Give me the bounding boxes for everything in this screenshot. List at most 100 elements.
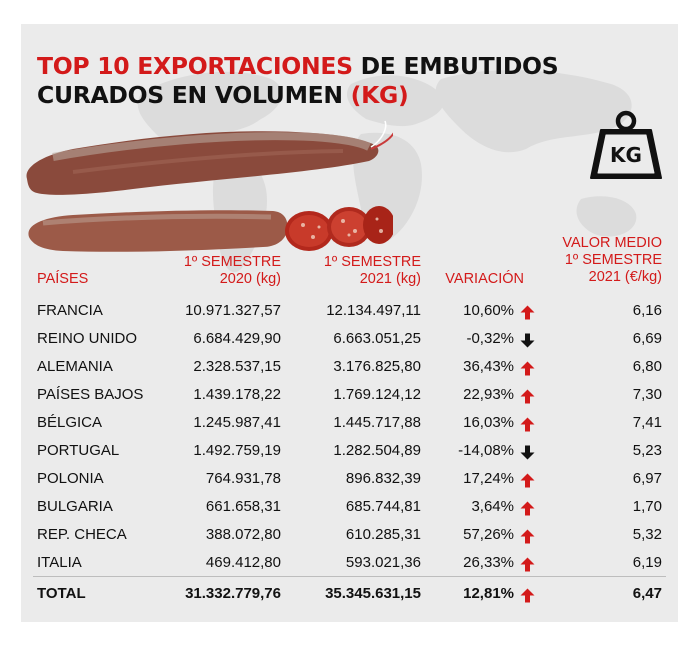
header-2021-line1: 1º SEMESTRE	[323, 254, 421, 270]
table-row: POLONIA 764.931,78 896.832,39 17,24% 6,9…	[21, 466, 678, 494]
value-2021: 1.445.717,88	[333, 414, 421, 431]
arrow-down-icon	[520, 445, 535, 460]
average-value: 6,80	[632, 358, 662, 375]
average-value: 6,69	[632, 330, 662, 347]
header-average-line1: VALOR MEDIO	[562, 235, 662, 251]
title-highlight: TOP 10 EXPORTACIONES	[37, 52, 353, 80]
table-row: ALEMANIA 2.328.537,15 3.176.825,80 36,43…	[21, 354, 678, 382]
average-value: 6,16	[632, 302, 662, 319]
country-name: REP. CHECA	[37, 526, 127, 543]
value-2021: 6.663.051,25	[333, 330, 421, 347]
average-value: 1,70	[632, 498, 662, 515]
average-value: 7,41	[632, 414, 662, 431]
table-row: PORTUGAL 1.492.759,19 1.282.504,89 -14,0…	[21, 438, 678, 466]
country-name: ITALIA	[37, 554, 82, 571]
header-2021: 1º SEMESTRE 2021 (kg)	[324, 254, 421, 288]
header-2020-line1: 1º SEMESTRE	[183, 254, 281, 270]
header-average-line2: 1º SEMESTRE	[564, 252, 662, 268]
table-row: FRANCIA 10.971.327,57 12.134.497,11 10,6…	[21, 298, 678, 326]
table-row: REINO UNIDO 6.684.429,90 6.663.051,25 -0…	[21, 326, 678, 354]
variation-value: 36,43%	[463, 358, 514, 375]
country-name: BÉLGICA	[37, 414, 103, 431]
variation-value: -0,32%	[466, 330, 514, 347]
arrow-up-icon	[520, 588, 535, 603]
value-2020: 1.245.987,41	[193, 414, 281, 431]
table-row: REP. CHECA 388.072,80 610.285,31 57,26% …	[21, 522, 678, 550]
arrow-up-icon	[520, 389, 535, 404]
variation-value: 3,64%	[471, 498, 514, 515]
title-unit: (KG)	[350, 81, 409, 109]
arrow-up-icon	[520, 361, 535, 376]
header-2020: 1º SEMESTRE 2020 (kg)	[184, 254, 281, 288]
variation-value: 26,33%	[463, 554, 514, 571]
variation-value: 17,24%	[463, 470, 514, 487]
total-average-value: 6,47	[632, 585, 662, 602]
table-row: PAÍSES BAJOS 1.439.178,22 1.769.124,12 2…	[21, 382, 678, 410]
title-text: DE EMBUTIDOS	[352, 52, 559, 80]
country-name: PAÍSES BAJOS	[37, 386, 144, 403]
arrow-up-icon	[520, 557, 535, 572]
value-2020: 1.492.759,19	[193, 442, 281, 459]
average-value: 6,19	[632, 554, 662, 571]
value-2020: 388.072,80	[205, 526, 281, 543]
variation-value: 10,60%	[463, 302, 514, 319]
total-row: TOTAL 31.332.779,76 35.345.631,15 12,81%…	[21, 581, 678, 609]
variation-value: 57,26%	[463, 526, 514, 543]
average-value: 5,32	[632, 526, 662, 543]
total-variation: 12,81%	[463, 585, 514, 602]
header-average-line3: 2021 (€/kg)	[588, 269, 662, 285]
sausage-image	[26, 120, 393, 252]
header-variation: VARIACIÓN	[445, 271, 524, 287]
average-value: 7,30	[632, 386, 662, 403]
value-2020: 1.439.178,22	[193, 386, 281, 403]
country-name: BULGARIA	[37, 498, 113, 515]
value-2020: 764.931,78	[205, 470, 281, 487]
value-2020: 469.412,80	[205, 554, 281, 571]
value-2021: 593.021,36	[345, 554, 421, 571]
header-2021-line2: 2021 (kg)	[359, 271, 421, 287]
country-name: FRANCIA	[37, 302, 103, 319]
average-value: 6,97	[632, 470, 662, 487]
country-name: ALEMANIA	[37, 358, 113, 375]
weight-kg-icon: KG	[590, 110, 662, 179]
variation-value: 16,03%	[463, 414, 514, 431]
value-2021: 685.744,81	[345, 498, 421, 515]
header-countries: PAÍSES	[37, 271, 89, 287]
value-2020: 661.658,31	[205, 498, 281, 515]
value-2020: 10.971.327,57	[185, 302, 281, 319]
table-row: BULGARIA 661.658,31 685.744,81 3,64% 1,7…	[21, 494, 678, 522]
table-row: ITALIA 469.412,80 593.021,36 26,33% 6,19	[21, 550, 678, 578]
infographic-card: TOP 10 EXPORTACIONES DE EMBUTIDOS CURADO…	[21, 24, 678, 622]
page-title: TOP 10 EXPORTACIONES DE EMBUTIDOS CURADO…	[37, 52, 559, 110]
total-value-2020: 31.332.779,76	[185, 585, 281, 602]
value-2021: 3.176.825,80	[333, 358, 421, 375]
header-average-value: VALOR MEDIO 1º SEMESTRE 2021 (€/kg)	[562, 235, 662, 286]
weight-icon-label: KG	[610, 143, 642, 167]
value-2021: 610.285,31	[345, 526, 421, 543]
arrow-down-icon	[520, 333, 535, 348]
country-name: POLONIA	[37, 470, 104, 487]
country-name: REINO UNIDO	[37, 330, 138, 347]
title-text-line2: CURADOS EN VOLUMEN	[37, 81, 351, 109]
arrow-up-icon	[520, 417, 535, 432]
value-2020: 6.684.429,90	[193, 330, 281, 347]
value-2021: 12.134.497,11	[326, 302, 421, 319]
value-2021: 1.769.124,12	[333, 386, 421, 403]
value-2020: 2.328.537,15	[193, 358, 281, 375]
table-row: BÉLGICA 1.245.987,41 1.445.717,88 16,03%…	[21, 410, 678, 438]
value-2021: 896.832,39	[345, 470, 421, 487]
average-value: 5,23	[632, 442, 662, 459]
total-divider	[33, 576, 666, 577]
total-value-2021: 35.345.631,15	[325, 585, 421, 602]
arrow-up-icon	[520, 529, 535, 544]
exports-table: FRANCIA 10.971.327,57 12.134.497,11 10,6…	[21, 298, 678, 609]
arrow-up-icon	[520, 305, 535, 320]
header-2020-line2: 2020 (kg)	[219, 271, 281, 287]
arrow-up-icon	[520, 501, 535, 516]
variation-value: -14,08%	[458, 442, 514, 459]
arrow-up-icon	[520, 473, 535, 488]
value-2021: 1.282.504,89	[333, 442, 421, 459]
country-name: PORTUGAL	[37, 442, 120, 459]
variation-value: 22,93%	[463, 386, 514, 403]
total-label: TOTAL	[37, 585, 86, 602]
